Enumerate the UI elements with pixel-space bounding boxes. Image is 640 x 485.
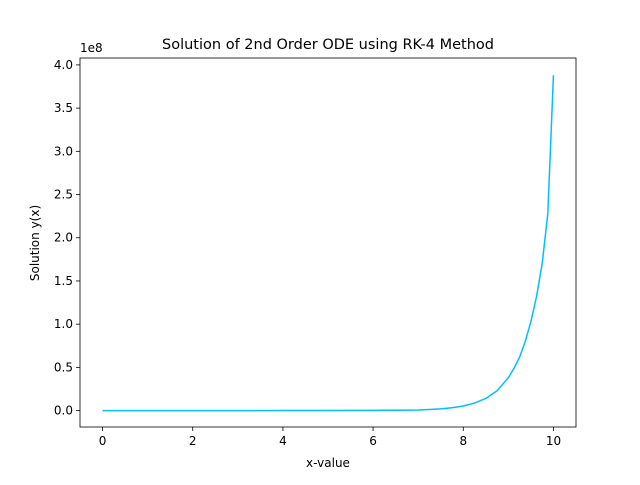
y-tick-label: 4.0 (54, 58, 73, 72)
y-tick-label: 0.0 (54, 404, 73, 418)
x-tick-label: 0 (99, 434, 107, 448)
x-axis-label: x-value (306, 456, 350, 470)
y-tick-label: 3.0 (54, 144, 73, 158)
plot-frame (79, 57, 577, 428)
x-axis-ticks: 0 2 4 6 8 10 (99, 427, 561, 448)
series-line (102, 75, 555, 412)
y-axis-ticks: 0.0 0.5 1.0 1.5 2.0 2.5 3.0 3.5 4.0 (54, 58, 80, 418)
chart-title: Solution of 2nd Order ODE using RK-4 Met… (162, 37, 494, 53)
y-tick-label: 1.5 (54, 274, 73, 288)
y-tick-label: 3.5 (54, 101, 73, 115)
x-tick-label: 4 (279, 434, 287, 448)
y-tick-label: 0.5 (54, 360, 73, 374)
y-axis-label: Solution y(x) (28, 205, 42, 281)
plot-area (80, 58, 576, 427)
x-tick-label: 2 (189, 434, 197, 448)
y-tick-label: 1.0 (54, 317, 73, 331)
x-tick-label: 8 (459, 434, 467, 448)
y-offset-label: 1e8 (80, 41, 103, 55)
y-tick-label: 2.0 (54, 231, 73, 245)
y-tick-label: 2.5 (54, 188, 73, 202)
x-tick-label: 10 (546, 434, 561, 448)
x-tick-label: 6 (369, 434, 377, 448)
